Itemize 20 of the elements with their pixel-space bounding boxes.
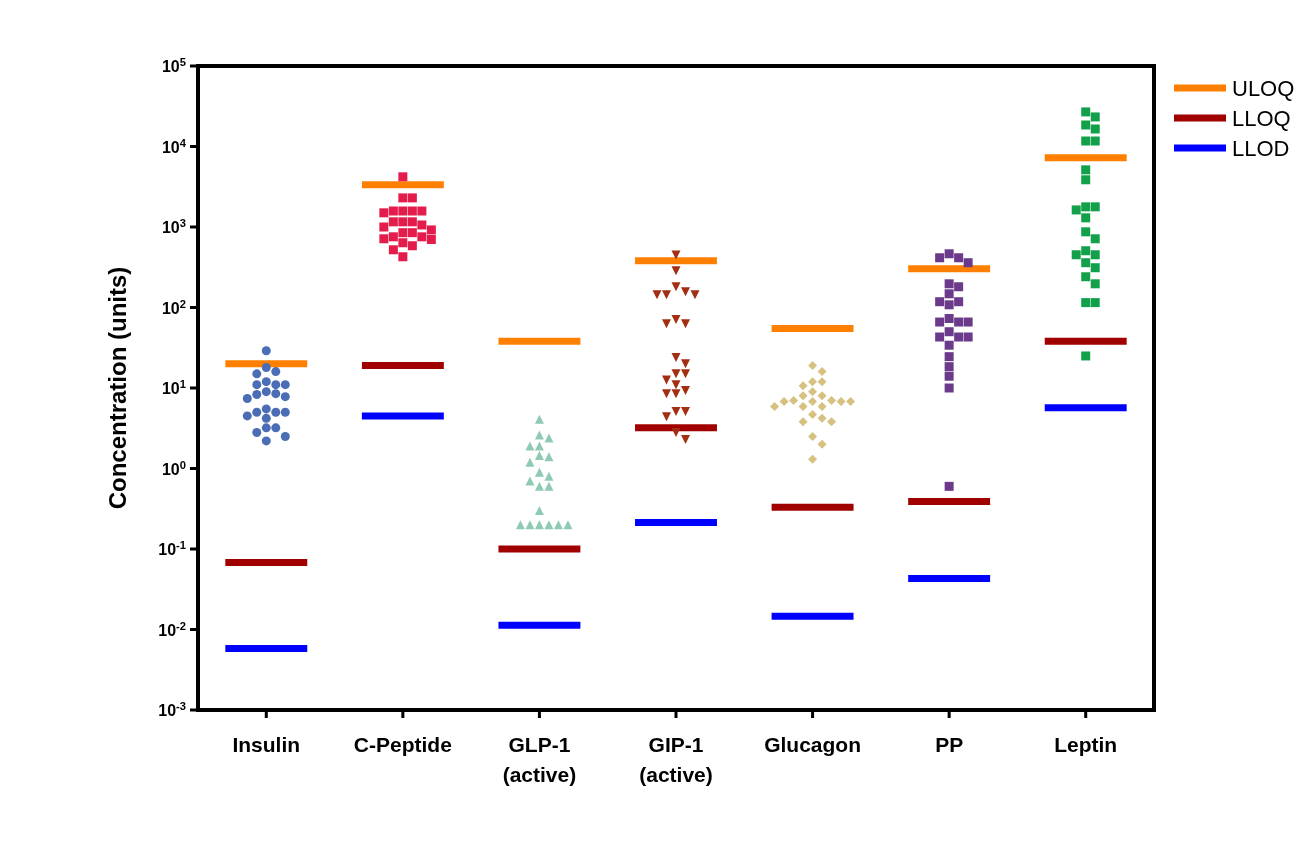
x-tick-label: GLP-1 (active) <box>502 733 577 786</box>
x-tick-label: C-Peptide <box>353 733 452 756</box>
legend-label: LLOD <box>1232 136 1290 161</box>
y-tick-label: 10$^{2}$ <box>161 297 186 317</box>
y-tick-label: 10$^{5}$ <box>161 56 186 75</box>
y-tick-label: 10$^{-1}$ <box>158 539 186 558</box>
y-tick-label: 10$^{4}$ <box>161 136 187 156</box>
y-tick-label: 10$^{3}$ <box>161 217 186 236</box>
y-tick-label: 10$^{-2}$ <box>158 619 186 639</box>
y-tick-label: 10$^{0}$ <box>161 458 186 478</box>
y-tick-label: 10$^{1}$ <box>161 378 186 397</box>
x-tick-label: PP <box>935 733 964 756</box>
x-tick-label: Leptin <box>1054 733 1118 756</box>
y-tick-label: 10$^{-3}$ <box>158 700 186 719</box>
y-axis-title: Concentration (units) <box>104 266 131 510</box>
x-tick-label: Insulin <box>232 733 301 756</box>
x-tick-label: GIP-1 (active) <box>639 733 713 786</box>
x-tick-label: Glucagon <box>764 733 861 756</box>
legend-label: ULOQ <box>1232 76 1295 101</box>
legend-label: LLOQ <box>1232 106 1291 131</box>
